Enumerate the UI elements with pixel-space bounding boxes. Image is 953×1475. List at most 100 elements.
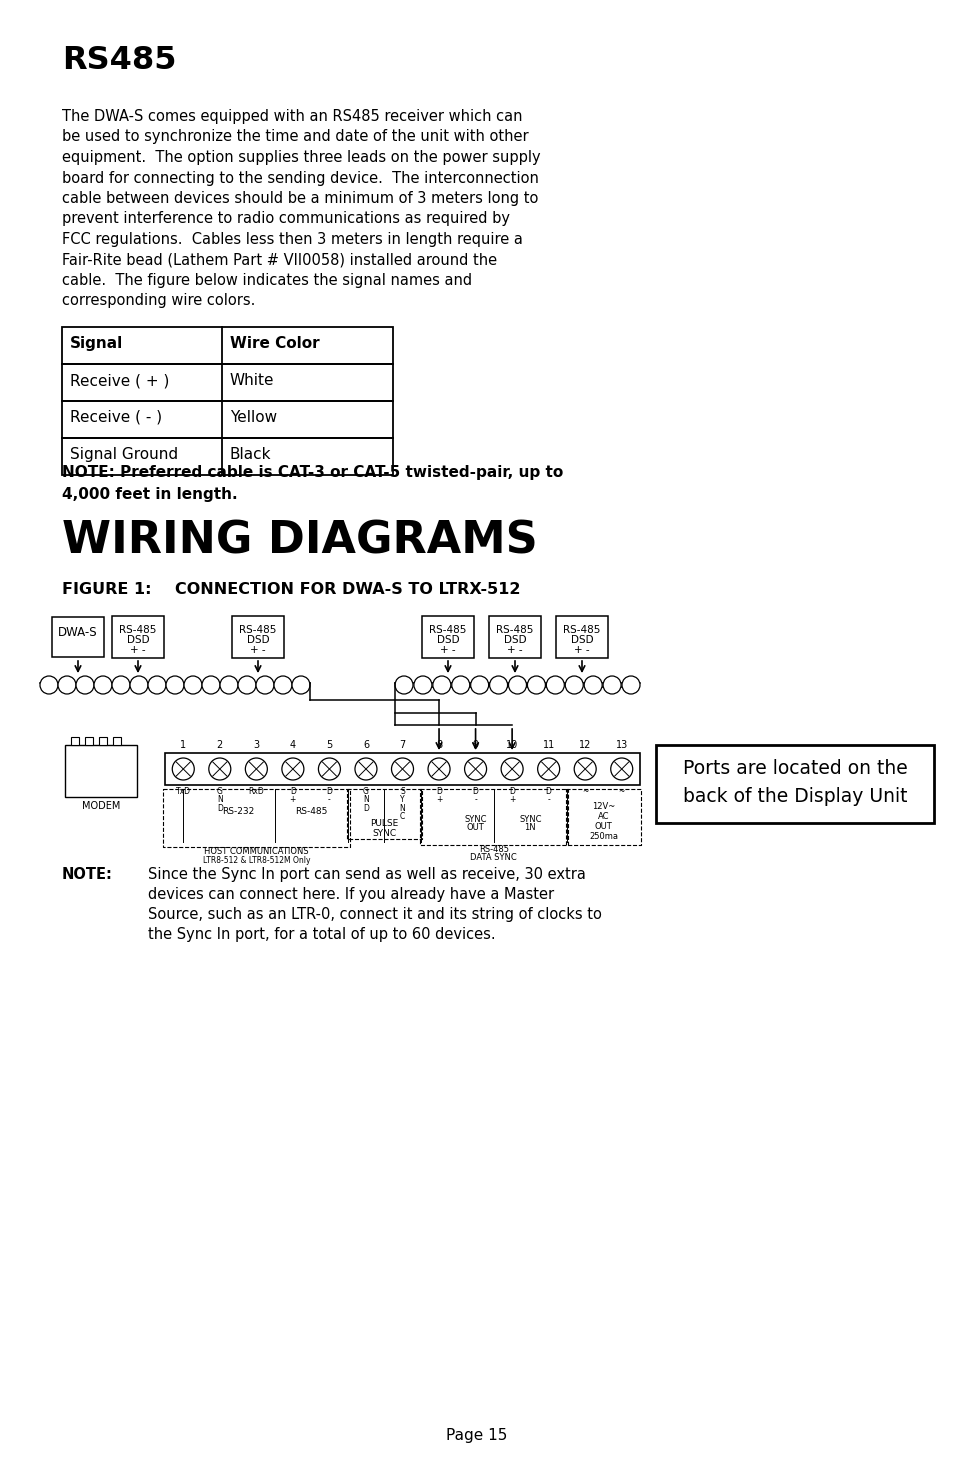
Text: D
-: D - — [326, 788, 332, 804]
Bar — [62, 327, 393, 364]
Text: Wire Color: Wire Color — [230, 336, 319, 351]
Text: OUT: OUT — [594, 822, 612, 830]
Circle shape — [202, 676, 220, 695]
Circle shape — [40, 676, 58, 695]
Bar — [62, 364, 393, 401]
Text: cable.  The figure below indicates the signal names and: cable. The figure below indicates the si… — [62, 273, 472, 288]
Text: RS-485: RS-485 — [496, 625, 533, 636]
Bar — [65, 745, 137, 796]
Circle shape — [220, 676, 237, 695]
Circle shape — [274, 676, 292, 695]
Text: Source, such as an LTR-0, connect it and its string of clocks to: Source, such as an LTR-0, connect it and… — [148, 907, 601, 922]
Text: 1N: 1N — [524, 823, 536, 832]
Text: be used to synchronize the time and date of the unit with other: be used to synchronize the time and date… — [62, 130, 528, 145]
Bar — [62, 438, 393, 475]
Text: 4,000 feet in length.: 4,000 feet in length. — [62, 487, 237, 502]
Text: equipment.  The option supplies three leads on the power supply: equipment. The option supplies three lea… — [62, 150, 540, 165]
Text: G
N
D: G N D — [363, 788, 369, 813]
Bar — [99, 738, 107, 745]
Text: Receive ( + ): Receive ( + ) — [70, 373, 170, 388]
Circle shape — [148, 676, 166, 695]
Text: DSD: DSD — [570, 636, 593, 645]
Bar — [112, 738, 121, 745]
Text: SYNC: SYNC — [464, 816, 486, 825]
Circle shape — [94, 676, 112, 695]
Bar — [85, 738, 92, 745]
Bar — [556, 617, 607, 658]
Text: RS-485: RS-485 — [119, 625, 156, 636]
Text: RS-232: RS-232 — [222, 807, 253, 816]
Circle shape — [414, 676, 432, 695]
Text: Ports are located on the
back of the Display Unit: Ports are located on the back of the Dis… — [682, 760, 906, 805]
Circle shape — [508, 676, 526, 695]
Circle shape — [602, 676, 620, 695]
Text: MODEM: MODEM — [82, 801, 120, 811]
Circle shape — [395, 676, 413, 695]
Text: DWA-S: DWA-S — [58, 625, 98, 639]
Text: CONNECTION FOR DWA-S TO LTRX-512: CONNECTION FOR DWA-S TO LTRX-512 — [174, 583, 520, 597]
Bar — [52, 617, 104, 656]
Text: FCC regulations.  Cables less then 3 meters in length require a: FCC regulations. Cables less then 3 mete… — [62, 232, 522, 246]
Text: Page 15: Page 15 — [446, 1428, 507, 1443]
Text: WIRING DIAGRAMS: WIRING DIAGRAMS — [62, 521, 537, 563]
Circle shape — [281, 758, 304, 780]
Text: 10: 10 — [505, 740, 517, 749]
Text: + -: + - — [574, 645, 589, 655]
Circle shape — [527, 676, 545, 695]
Text: Signal: Signal — [70, 336, 123, 351]
Text: Signal Ground: Signal Ground — [70, 447, 178, 462]
Text: ~: ~ — [618, 788, 624, 804]
Text: 7: 7 — [399, 740, 405, 749]
Text: corresponding wire colors.: corresponding wire colors. — [62, 294, 255, 308]
Text: RS-485: RS-485 — [478, 845, 508, 854]
Text: DATA SYNC: DATA SYNC — [470, 853, 517, 861]
Text: Fair-Rite bead (Lathem Part # VII0058) installed around the: Fair-Rite bead (Lathem Part # VII0058) i… — [62, 252, 497, 267]
Text: S
Y
N
C: S Y N C — [399, 788, 405, 822]
Bar — [421, 617, 474, 658]
Text: OUT: OUT — [466, 823, 484, 832]
Text: ~: ~ — [581, 788, 588, 804]
Text: DSD: DSD — [127, 636, 150, 645]
Text: White: White — [230, 373, 274, 388]
Text: The DWA-S comes equipped with an RS485 receiver which can: The DWA-S comes equipped with an RS485 r… — [62, 109, 522, 124]
Bar — [165, 754, 639, 785]
Text: D
+: D + — [436, 788, 442, 804]
Circle shape — [172, 758, 194, 780]
Text: SYNC: SYNC — [372, 829, 395, 838]
Text: + -: + - — [507, 645, 522, 655]
Text: DSD: DSD — [503, 636, 526, 645]
Circle shape — [245, 758, 267, 780]
Text: RxD: RxD — [248, 788, 264, 797]
Text: RS-485: RS-485 — [429, 625, 466, 636]
Text: LTR8-512 & LTR8-512M Only: LTR8-512 & LTR8-512M Only — [202, 855, 310, 864]
Text: + -: + - — [439, 645, 456, 655]
Text: + -: + - — [130, 645, 146, 655]
Circle shape — [565, 676, 582, 695]
Circle shape — [537, 758, 559, 780]
Circle shape — [130, 676, 148, 695]
Circle shape — [500, 758, 522, 780]
Circle shape — [391, 758, 413, 780]
Bar — [71, 738, 79, 745]
Circle shape — [209, 758, 231, 780]
Text: 1: 1 — [180, 740, 186, 749]
Text: PULSE: PULSE — [370, 819, 398, 827]
Text: D
+: D + — [290, 788, 295, 804]
Text: SYNC: SYNC — [518, 816, 541, 825]
Text: NOTE: Preferred cable is CAT-3 or CAT-5 twisted-pair, up to: NOTE: Preferred cable is CAT-3 or CAT-5 … — [62, 465, 562, 479]
Text: 5: 5 — [326, 740, 333, 749]
Text: 4: 4 — [290, 740, 295, 749]
Text: FIGURE 1:: FIGURE 1: — [62, 583, 152, 597]
Text: RS-485: RS-485 — [239, 625, 276, 636]
Bar — [489, 617, 540, 658]
Circle shape — [452, 676, 469, 695]
Text: + -: + - — [250, 645, 266, 655]
Circle shape — [292, 676, 310, 695]
Circle shape — [184, 676, 202, 695]
Text: cable between devices should be a minimum of 3 meters long to: cable between devices should be a minimu… — [62, 190, 537, 207]
Text: DSD: DSD — [247, 636, 269, 645]
Text: Since the Sync In port can send as well as receive, 30 extra: Since the Sync In port can send as well … — [148, 867, 585, 882]
Text: RS485: RS485 — [62, 46, 176, 77]
Bar — [656, 745, 933, 823]
Text: G
N
D: G N D — [216, 788, 222, 813]
